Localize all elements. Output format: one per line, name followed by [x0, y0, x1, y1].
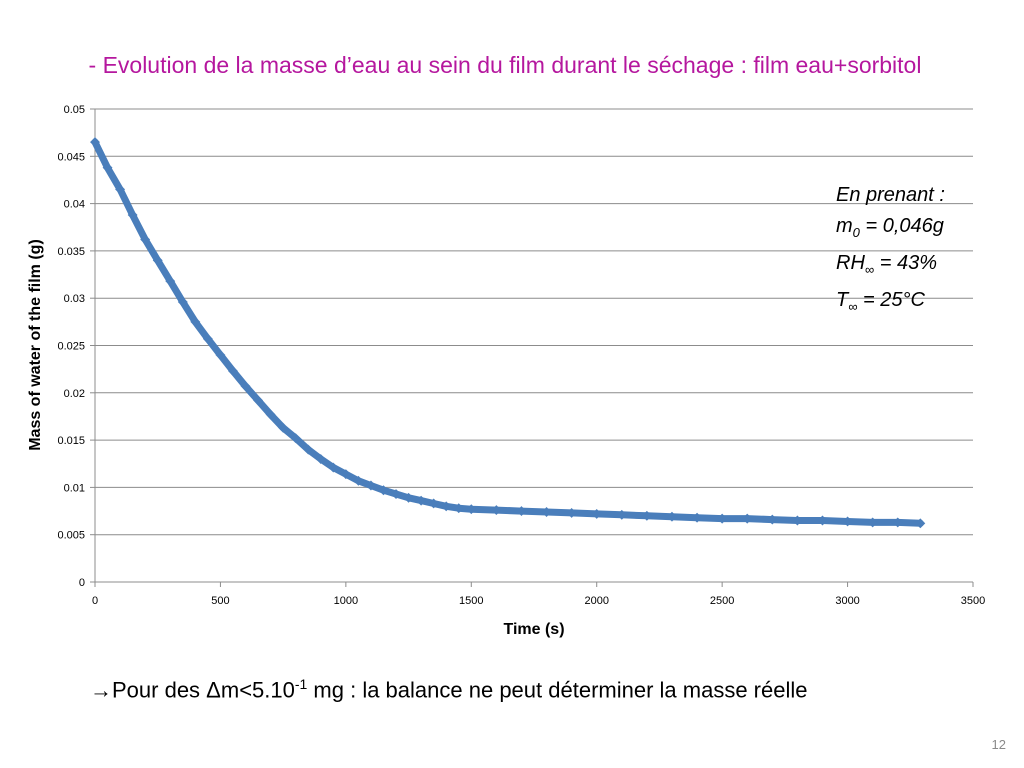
data-point — [641, 510, 652, 521]
x-tick-label: 2500 — [710, 595, 734, 607]
data-point — [742, 513, 753, 524]
y-tick-label: 0.005 — [57, 530, 85, 542]
conclusion-text: →Pour des Δm<5.10-1 mg : la balance ne p… — [90, 676, 808, 703]
data-point — [303, 444, 314, 455]
data-point — [842, 516, 853, 527]
axes — [90, 108, 974, 587]
data-point — [792, 515, 803, 526]
chart: 0 0.005 0.01 0.015 0.02 0.025 0.03 0.035 0.04 0.0… — [27, 104, 985, 638]
x-tick-label: 3000 — [835, 595, 859, 607]
y-axis-title: Mass of water of the film (g) — [27, 239, 44, 451]
data-point — [892, 517, 903, 528]
data-point — [566, 507, 577, 518]
arrow-icon: → — [90, 677, 112, 703]
x-tick-label: 1500 — [459, 595, 483, 607]
data-point — [416, 495, 427, 506]
data-point — [202, 333, 213, 344]
data-point — [915, 518, 926, 529]
data-point — [240, 381, 251, 392]
experiment-conditions: En prenant : m0 = 0,046g RH∞ = 43% T∞ = … — [836, 180, 945, 322]
data-point — [391, 489, 401, 499]
data-point — [140, 234, 151, 245]
data-point — [265, 409, 276, 420]
annotation-t: T∞ = 25°C — [836, 289, 925, 314]
series-line — [91, 138, 924, 527]
data-point — [692, 512, 703, 523]
slide-title: - Evolution de la masse d’eau au sein du… — [88, 52, 922, 78]
data-point — [253, 395, 264, 406]
data-point — [353, 475, 364, 486]
y-tick-label: 0.04 — [64, 199, 85, 211]
y-tick-label: 0.02 — [64, 388, 85, 400]
x-tick-label: 3500 — [961, 595, 985, 607]
data-point — [817, 515, 828, 526]
y-tick-label: 0.01 — [64, 482, 85, 494]
data-point — [441, 501, 452, 512]
data-point — [516, 506, 527, 516]
data-point — [177, 297, 188, 307]
tick-labels: 0 0.005 0.01 0.015 0.02 0.025 0.03 0.035 0.04 0.0… — [57, 104, 985, 607]
data-point — [278, 422, 289, 433]
y-tick-label: 0 — [79, 577, 85, 589]
y-tick-label: 0.035 — [57, 246, 85, 258]
data-point — [591, 508, 602, 519]
y-tick-label: 0.045 — [57, 151, 85, 163]
y-tick-label: 0.03 — [64, 293, 85, 305]
data-point — [215, 350, 226, 360]
annotation-m0: m0 = 0,046g — [836, 215, 944, 240]
data-point — [328, 462, 339, 473]
x-tick-label: 0 — [92, 595, 98, 607]
data-point — [867, 517, 878, 528]
y-tick-label: 0.05 — [64, 104, 85, 116]
data-point — [115, 184, 126, 195]
x-tick-label: 1000 — [334, 595, 358, 607]
data-point — [491, 505, 502, 516]
data-point — [102, 162, 113, 173]
data-point — [165, 276, 176, 287]
gridlines — [95, 108, 973, 536]
data-series — [90, 137, 926, 529]
data-point — [767, 514, 778, 525]
data-point — [365, 480, 376, 491]
data-point — [190, 316, 201, 327]
data-point — [717, 513, 728, 524]
x-axis-title: Time (s) — [503, 621, 564, 638]
data-point — [290, 433, 301, 444]
annotation-rh: RH∞ = 43% — [836, 252, 937, 277]
data-point — [127, 210, 138, 220]
data-point — [315, 454, 326, 464]
x-tick-label: 2000 — [584, 595, 608, 607]
page-number: 12 — [991, 737, 1006, 752]
data-point — [667, 511, 677, 522]
data-point — [541, 507, 552, 517]
data-point — [228, 366, 238, 376]
y-tick-label: 0.025 — [57, 341, 85, 353]
y-tick-label: 0.015 — [57, 435, 85, 447]
data-point — [90, 137, 100, 148]
annotation-heading: En prenant : — [836, 184, 945, 206]
data-point — [152, 255, 163, 266]
data-point — [378, 485, 389, 496]
x-tick-label: 500 — [211, 595, 229, 607]
data-point — [340, 469, 351, 480]
data-point — [453, 503, 464, 514]
data-point — [428, 498, 439, 509]
data-point — [403, 492, 414, 503]
